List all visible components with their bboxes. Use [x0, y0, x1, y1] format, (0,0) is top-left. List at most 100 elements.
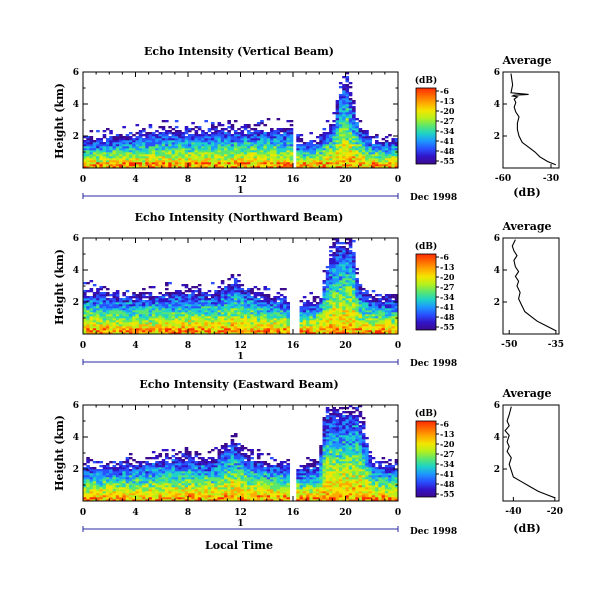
heatmap-cell: [381, 308, 386, 311]
heatmap-cell: [96, 328, 100, 331]
heatmap-cell: [375, 300, 379, 303]
heatmap-cell: [325, 152, 330, 155]
heatmap-cell: [384, 142, 389, 145]
heatmap-cell: [335, 144, 340, 147]
heatmap-cell: [394, 160, 399, 163]
heatmap-cell: [210, 320, 215, 323]
heatmap-cell: [394, 322, 399, 325]
heatmap-cell: [132, 152, 136, 155]
heatmap-cell: [279, 316, 284, 319]
heatmap-cell: [132, 306, 136, 309]
heatmap-cell: [207, 140, 212, 143]
heatmap-cell: [391, 154, 396, 157]
heatmap-cell: [325, 158, 330, 161]
heatmap-cell: [105, 489, 110, 492]
heatmap-cell: [181, 294, 186, 297]
heatmap-cell: [214, 304, 218, 307]
heatmap-cell: [204, 306, 208, 309]
heatmap-cell: [119, 499, 123, 502]
heatmap-cell: [99, 298, 103, 301]
heatmap-cell: [171, 146, 176, 149]
heatmap-cell: [355, 298, 359, 301]
heatmap-cell: [174, 130, 179, 133]
heatmap-cell: [161, 318, 166, 321]
heatmap-cell: [204, 328, 208, 331]
heatmap-cell: [256, 136, 261, 139]
heatmap-cell: [361, 156, 366, 159]
heatmap-cell: [391, 162, 396, 165]
heatmap-cell: [279, 328, 284, 331]
heatmap-cell: [279, 332, 284, 335]
heatmap-cell: [342, 250, 346, 253]
heatmap-cell: [384, 304, 389, 307]
heatmap-cell: [99, 150, 103, 153]
heatmap-cell: [332, 152, 336, 155]
heatmap-cell: [191, 286, 195, 289]
heatmap-cell: [197, 136, 202, 139]
heatmap-cell: [325, 298, 330, 301]
heatmap-cell: [348, 244, 353, 247]
heatmap-cell: [86, 164, 90, 167]
heatmap-cell: [250, 288, 254, 291]
heatmap-cell: [112, 162, 117, 165]
heatmap-cell: [191, 485, 195, 488]
avg-title-northward: Average: [501, 220, 551, 233]
heatmap-cell: [125, 473, 130, 476]
heatmap-cell: [119, 495, 123, 498]
heatmap-cell: [338, 272, 343, 275]
heatmap-cell: [348, 100, 353, 103]
heatmap-cell: [148, 499, 153, 502]
heatmap-cell: [276, 304, 281, 307]
heatmap-cell: [83, 294, 87, 297]
heatmap-cell: [122, 156, 126, 159]
avg-title-vertical: Average: [501, 54, 551, 67]
heatmap-cell: [112, 136, 117, 139]
heatmap-cell: [132, 302, 136, 305]
heatmap-cell: [319, 298, 323, 301]
heatmap-cell: [335, 100, 340, 103]
heatmap-cell: [352, 330, 356, 333]
heatmap-cell: [197, 310, 202, 313]
heatmap-cell: [102, 142, 107, 145]
heatmap-cell: [388, 324, 392, 327]
heatmap-cell: [194, 138, 199, 141]
heatmap-cell: [273, 308, 277, 311]
heatmap-cell: [263, 320, 268, 323]
heatmap-cell: [256, 316, 261, 319]
heatmap-cell: [368, 160, 373, 163]
heatmap-cell: [135, 140, 140, 143]
heatmap-cell: [210, 316, 215, 319]
heatmap-cell: [89, 156, 94, 159]
heatmap-cell: [138, 493, 143, 496]
heatmap-cell: [119, 308, 123, 311]
heatmap-cell: [155, 487, 159, 490]
heatmap-cell: [375, 328, 379, 331]
heatmap-cell: [260, 320, 264, 323]
heatmap-cell: [358, 150, 363, 153]
heatmap-cell: [168, 326, 172, 329]
heatmap-cell: [348, 290, 353, 293]
heatmap-cell: [125, 479, 130, 482]
heatmap-cell: [191, 140, 195, 143]
heatmap-cell: [102, 164, 107, 167]
heatmap-cell: [322, 140, 327, 143]
heatmap-cell: [184, 497, 189, 500]
heatmap-cell: [115, 487, 120, 490]
heatmap-cell: [256, 324, 261, 327]
heatmap-cell: [319, 150, 323, 153]
heatmap-cell: [270, 138, 274, 141]
heatmap-cell: [92, 320, 97, 323]
heatmap-cell: [119, 473, 123, 476]
heatmap-cell: [151, 306, 156, 309]
heatmap-cell: [207, 314, 212, 317]
heatmap-cell: [352, 270, 356, 273]
heatmap-cell: [92, 162, 97, 165]
heatmap-cell: [148, 322, 153, 325]
heatmap-cell: [338, 320, 343, 323]
heatmap-cell: [319, 162, 323, 165]
heatmap-cell: [125, 318, 130, 321]
heatmap-cell: [335, 314, 340, 317]
heatmap-cell: [220, 282, 225, 285]
heatmap-cell: [171, 483, 176, 486]
